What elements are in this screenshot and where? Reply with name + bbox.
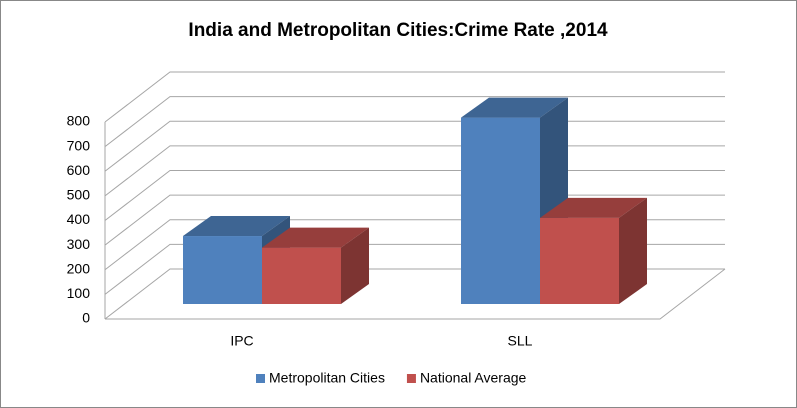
y-tick-label: 600 — [67, 162, 91, 178]
y-tick-label: 400 — [67, 211, 91, 227]
y-tick-label: 500 — [67, 187, 91, 203]
bar — [183, 236, 262, 304]
y-tick-label: 200 — [67, 260, 91, 276]
bar — [540, 217, 619, 304]
grid-line — [104, 96, 725, 148]
y-tick-label: 300 — [67, 236, 91, 252]
bar-top — [540, 197, 647, 218]
bar-top — [262, 227, 369, 248]
bar-side — [619, 197, 647, 304]
grid-line — [104, 71, 725, 123]
x-tick-label: SLL — [508, 333, 533, 349]
bar-top — [461, 97, 568, 118]
y-tick-label: 700 — [67, 137, 91, 153]
bar-top — [183, 216, 290, 237]
y-tick-label: 0 — [82, 310, 90, 326]
x-tick-label: IPC — [230, 333, 253, 349]
legend-label: Metropolitan Cities — [269, 370, 385, 386]
y-tick-label: 100 — [67, 285, 91, 301]
legend-swatch — [256, 374, 265, 383]
bar — [262, 247, 341, 304]
floor-edge — [105, 268, 726, 320]
bar-side — [341, 227, 369, 304]
chart-title: India and Metropolitan Cities:Crime Rate… — [188, 20, 608, 41]
legend-label: National Average — [420, 370, 527, 386]
legend-swatch — [406, 374, 416, 383]
y-tick-label: 800 — [67, 113, 91, 129]
bar — [461, 117, 540, 305]
